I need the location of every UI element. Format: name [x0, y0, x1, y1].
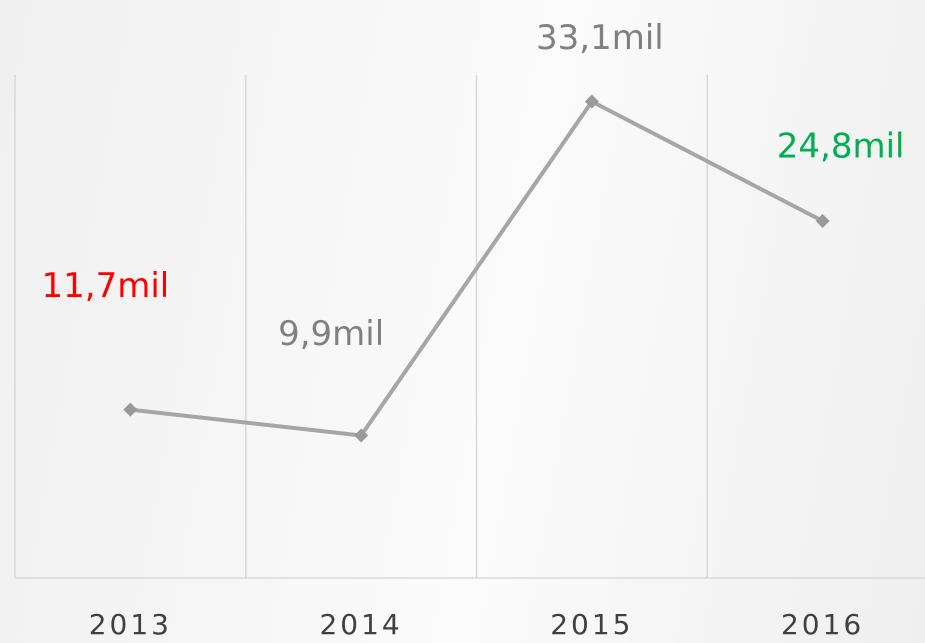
- x-tick-label: 2014: [319, 608, 402, 641]
- value-label: 33,1mil: [536, 18, 664, 58]
- value-label: 9,9mil: [278, 314, 384, 354]
- marker: [584, 94, 599, 109]
- x-tick-label: 2016: [781, 608, 864, 641]
- x-tick-label: 2015: [550, 608, 633, 641]
- line: [130, 98, 824, 438]
- marker: [123, 402, 138, 417]
- value-label: 11,7mil: [42, 266, 170, 306]
- x-tick-label: 2013: [89, 608, 172, 641]
- marker: [354, 428, 369, 443]
- marker: [815, 214, 830, 229]
- value-label: 24,8mil: [777, 127, 905, 167]
